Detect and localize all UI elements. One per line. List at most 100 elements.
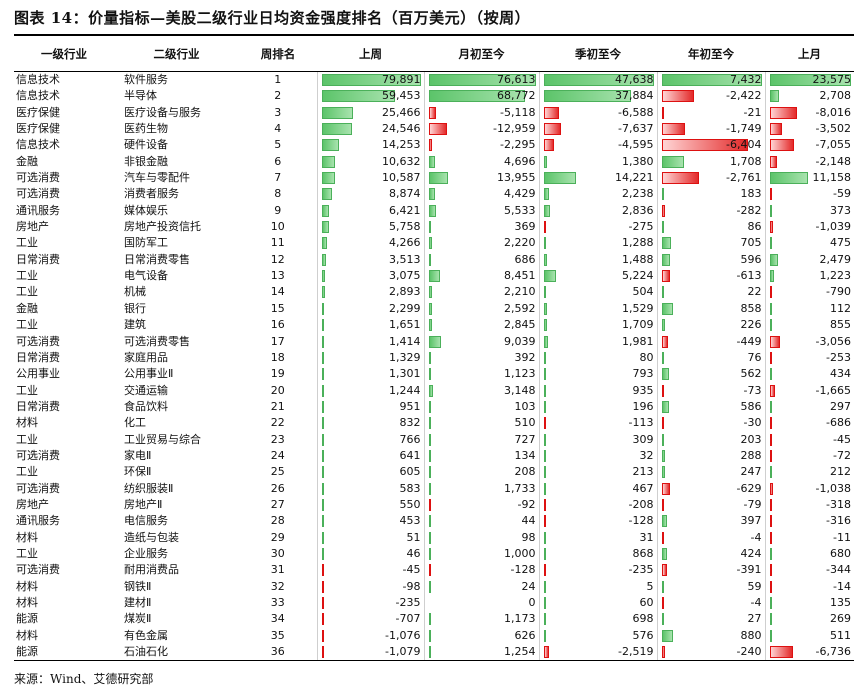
cell-year-to-date: -2,761 <box>656 170 765 187</box>
cell-value: 80 <box>639 350 654 364</box>
cell-month-to-date: 9,039 <box>423 333 539 350</box>
positive-data-bar <box>321 188 333 201</box>
cell-level2-industry: 家电Ⅱ <box>124 448 152 462</box>
positive-data-bar <box>769 466 772 479</box>
positive-data-bar <box>769 204 772 217</box>
cell-year-to-date: 586 <box>656 398 765 416</box>
cell-last-month: 2,479 <box>764 251 854 269</box>
negative-data-bar <box>428 498 431 511</box>
cell-value: 51 <box>406 530 421 544</box>
cell-value: 60 <box>639 596 654 609</box>
positive-data-bar <box>321 400 324 413</box>
cell-month-to-date: 392 <box>423 349 539 367</box>
cell-last-week: -45 <box>316 562 424 579</box>
cell-value: 2,893 <box>389 285 421 299</box>
cell-value: 247 <box>740 465 762 479</box>
cell-value: -1,665 <box>815 383 851 397</box>
cell-last-week: -98 <box>316 578 424 595</box>
table-row: 通讯服务 电信服务 28 453 44 -128 397 -316 <box>14 513 854 530</box>
cell-value: -7,637 <box>618 122 654 136</box>
negative-data-bar <box>661 531 664 544</box>
cell-last-month: -7,055 <box>764 137 854 154</box>
cell-value: -208 <box>628 497 654 511</box>
negative-data-bar <box>543 123 562 136</box>
cell-value: 392 <box>514 350 536 364</box>
table-row: 日常消费 家庭用品 18 1,329 392 80 76 -253 <box>14 349 854 367</box>
cell-value: -2,761 <box>726 171 762 185</box>
cell-value: -4,595 <box>618 138 654 152</box>
positive-data-bar <box>543 613 546 626</box>
cell-month-to-date: 98 <box>423 529 539 546</box>
cell-quarter-to-date: -6,588 <box>538 104 657 122</box>
cell-level2-industry: 医疗设备与服务 <box>124 105 201 119</box>
cell-value: -128 <box>510 563 536 577</box>
cell-last-week: 766 <box>316 431 424 448</box>
cell-level1-industry: 工业 <box>16 465 38 479</box>
cell-value: 1,123 <box>504 367 536 381</box>
cell-level1-industry: 可选消费 <box>16 334 60 348</box>
cell-level1-industry: 材料 <box>16 628 38 642</box>
negative-data-bar <box>661 335 668 348</box>
cell-last-month: -6,736 <box>764 644 854 662</box>
cell-last-month: -1,039 <box>764 219 854 236</box>
cell-month-to-date: 686 <box>423 251 539 269</box>
positive-data-bar <box>428 580 431 593</box>
positive-data-bar <box>321 172 335 185</box>
cell-value: 4,429 <box>504 187 536 201</box>
negative-data-bar <box>661 106 664 119</box>
table-row: 公用事业 公用事业Ⅱ 19 1,301 1,123 793 562 434 <box>14 366 854 383</box>
cell-level2-industry: 环保Ⅱ <box>124 465 152 479</box>
header-row: 一级行业 二级行业 周排名 上周 月初至今 季初至今 年初至今 上月 <box>14 38 854 72</box>
positive-data-bar <box>428 335 442 348</box>
cell-value: 510 <box>514 416 536 430</box>
cell-weekly-rank: 20 <box>270 383 285 397</box>
cell-value: -113 <box>628 416 654 430</box>
positive-data-bar <box>321 368 324 381</box>
positive-data-bar <box>543 384 546 397</box>
negative-data-bar <box>661 498 664 511</box>
cell-last-month: 212 <box>764 464 854 481</box>
cell-weekly-rank: 14 <box>270 285 285 299</box>
cell-value: 2,238 <box>622 187 654 201</box>
positive-data-bar <box>321 482 324 495</box>
cell-year-to-date: 22 <box>656 284 765 301</box>
cell-last-week: 5,758 <box>316 219 424 236</box>
cell-month-to-date: 1,733 <box>423 480 539 497</box>
cell-value: -4 <box>750 596 762 609</box>
cell-last-week: 641 <box>316 447 424 465</box>
cell-value: 27 <box>747 612 762 626</box>
cell-value: 369 <box>514 220 536 234</box>
table-row: 日常消费 日常消费零售 12 3,513 686 1,488 596 2,479 <box>14 251 854 269</box>
table-row: 可选消费 耐用消费品 31 -45 -128 -235 -391 -344 <box>14 562 854 579</box>
positive-data-bar <box>321 155 335 168</box>
cell-value: -98 <box>402 579 421 593</box>
cell-year-to-date: 562 <box>656 366 765 383</box>
cell-month-to-date: 1,254 <box>423 644 539 662</box>
cell-weekly-rank: 17 <box>270 334 285 348</box>
positive-data-bar <box>321 319 324 332</box>
cell-value: -1,079 <box>385 645 421 659</box>
cell-last-week: 1,244 <box>316 382 424 399</box>
cell-value: -1,038 <box>815 481 851 495</box>
positive-data-bar <box>428 433 431 446</box>
cell-value: 213 <box>632 465 654 479</box>
cell-value: 1,173 <box>504 612 536 626</box>
table-row: 房地产 房地产Ⅱ 27 550 -92 -208 -79 -318 <box>14 496 854 514</box>
cell-weekly-rank: 23 <box>270 432 285 446</box>
cell-year-to-date: -73 <box>656 382 765 399</box>
cell-value: 0 <box>528 596 536 609</box>
cell-last-week: -1,076 <box>316 627 424 645</box>
cell-value: 226 <box>740 318 762 332</box>
cell-value: 14,253 <box>382 138 421 152</box>
cell-month-to-date: 2,845 <box>423 317 539 334</box>
cell-quarter-to-date: 80 <box>538 349 657 367</box>
cell-month-to-date: 727 <box>423 431 539 448</box>
cell-value: 605 <box>399 465 421 479</box>
cell-weekly-rank: 34 <box>270 612 285 626</box>
cell-year-to-date: 86 <box>656 219 765 236</box>
cell-value: -2,295 <box>500 138 536 152</box>
cell-value: -3,056 <box>815 334 851 348</box>
positive-data-bar <box>661 155 685 168</box>
cell-value: 86 <box>747 220 762 234</box>
cell-level2-industry: 房地产投资信托 <box>124 220 201 234</box>
